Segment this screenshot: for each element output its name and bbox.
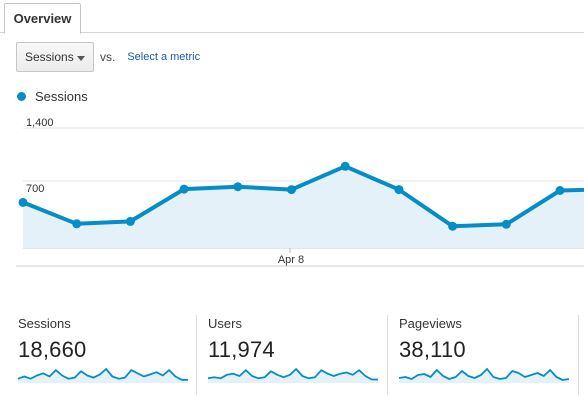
- y-tick-label: 1,400: [26, 117, 54, 129]
- chart-legend: Sessions: [17, 89, 88, 104]
- select-metric-link[interactable]: Select a metric: [127, 51, 201, 63]
- sparkline: [399, 368, 569, 383]
- sparkline-area: [399, 369, 569, 383]
- data-point: [18, 197, 28, 207]
- y-tick-label: 700: [26, 183, 44, 195]
- sparkline-line: [399, 368, 569, 381]
- metric-value: 38,110: [399, 337, 466, 362]
- sparkline-area: [208, 369, 378, 383]
- chevron-down-icon: [77, 56, 85, 61]
- metric-select-label: Sessions: [25, 50, 74, 64]
- series-line: [22, 164, 584, 229]
- data-point: [501, 219, 511, 229]
- legend-label: Sessions: [35, 89, 88, 104]
- sparkline: [208, 368, 378, 383]
- divider: [387, 315, 388, 395]
- sparkline-area: [18, 369, 188, 383]
- tab-overview[interactable]: Overview: [4, 3, 81, 34]
- x-tick-label: Apr 8: [278, 254, 304, 266]
- data-point: [340, 161, 350, 171]
- metric-label: Sessions: [18, 316, 71, 331]
- sparkline-line: [208, 368, 378, 381]
- data-point: [179, 184, 189, 194]
- sessions-chart: 1,400 700 Apr 8: [16, 117, 584, 267]
- metric-select[interactable]: Sessions: [16, 42, 94, 72]
- data-point: [394, 185, 404, 195]
- metric-users[interactable]: Users 11,974: [208, 313, 378, 393]
- metric-pageviews[interactable]: Pageviews 38,110: [399, 313, 569, 393]
- sparkline: [18, 368, 188, 383]
- metric-sessions[interactable]: Sessions 18,660: [18, 313, 188, 393]
- metric-label: Users: [208, 316, 242, 331]
- metric-controls: Sessions vs. Select a metric: [16, 42, 200, 72]
- tab-bar: Overview: [0, 0, 584, 34]
- series-dot-icon: [17, 92, 26, 101]
- series-area: [23, 166, 584, 248]
- vs-label: vs.: [100, 50, 116, 64]
- metric-value: 11,974: [208, 337, 275, 362]
- data-point: [555, 186, 565, 195]
- metrics-row: Sessions 18,660 Users 11,974 Pageviews 3…: [0, 313, 584, 401]
- data-point: [72, 219, 82, 229]
- metric-value: 18,660: [18, 337, 87, 362]
- data-point: [125, 216, 135, 226]
- divider: [196, 315, 197, 395]
- metric-label: Pageviews: [399, 316, 462, 331]
- data-point: [448, 221, 458, 231]
- data-point: [287, 185, 296, 195]
- divider: [578, 315, 579, 395]
- data-point: [233, 182, 243, 192]
- sparkline-line: [18, 368, 188, 381]
